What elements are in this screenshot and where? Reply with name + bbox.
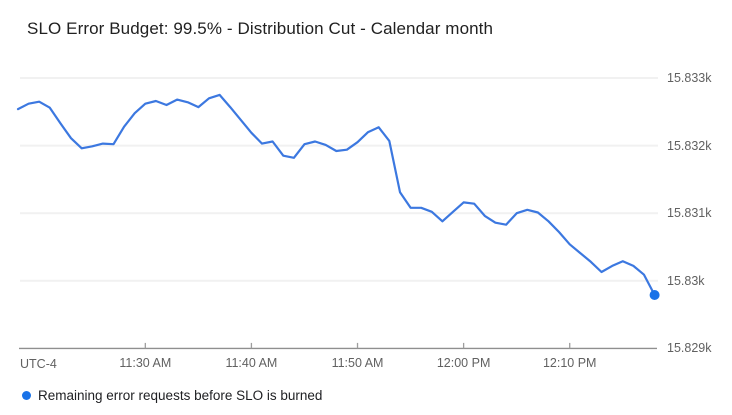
legend-item[interactable]: Remaining error requests before SLO is b… xyxy=(22,386,322,404)
x-tick-label: 11:30 AM xyxy=(119,356,172,370)
x-axis-labels: 11:30 AM 11:40 AM 11:50 AM 12:00 PM 12:10 PM xyxy=(0,356,732,372)
chart-title: SLO Error Budget: 99.5% - Distribution C… xyxy=(27,19,494,38)
y-axis-labels: 15.833k 15.832k 15.831k 15.83k 15.829k xyxy=(667,71,712,356)
legend-series-label: Remaining error requests before SLO is b… xyxy=(38,387,323,403)
y-tick-label: 15.831k xyxy=(667,206,712,221)
y-tick-label: 15.832k xyxy=(667,138,712,153)
y-tick-label: 15.833k xyxy=(667,71,712,85)
x-tick-label: 12:00 PM xyxy=(436,356,491,370)
x-tick-label: 12:10 PM xyxy=(542,356,597,370)
timezone-label: UTC-4 xyxy=(20,357,57,371)
x-tick-label: 11:40 AM xyxy=(225,356,278,370)
x-tick-label: 11:50 AM xyxy=(331,356,384,370)
series-endpoint-dot[interactable] xyxy=(649,290,660,300)
legend-series-dot-icon xyxy=(22,390,31,400)
series-line[interactable] xyxy=(16,93,656,297)
y-tick-label: 15.829k xyxy=(667,341,712,356)
y-tick-label: 15.83k xyxy=(667,273,705,288)
